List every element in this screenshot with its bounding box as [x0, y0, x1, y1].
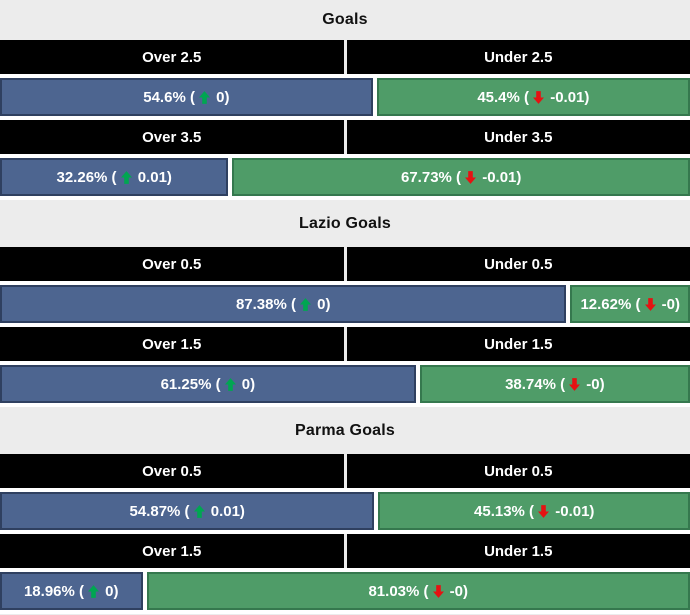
market-header-row: Over 0.5 Under 0.5: [0, 454, 690, 488]
probability-bar-row: 54.87% ( 0.01) 45.13% ( -0.01): [0, 488, 690, 534]
probability-bar-row: 87.38% ( 0) 12.62% ( -0): [0, 281, 690, 327]
market-header-row: Over 2.5 Under 2.5: [0, 40, 690, 74]
under-header: Under 0.5: [346, 454, 690, 488]
bar-label-change: -0): [445, 582, 469, 600]
trend-down-icon: [538, 504, 550, 518]
probability-bar-row: 54.6% ( 0) 45.4% ( -0.01): [0, 74, 690, 120]
bar-label-change: -0.01): [546, 88, 590, 106]
over-bar: 61.25% ( 0): [0, 365, 416, 403]
trend-down-icon: [533, 90, 545, 104]
market-header-row: Over 1.5 Under 1.5: [0, 534, 690, 568]
market-header-row: Over 1.5 Under 1.5: [0, 327, 690, 361]
trend-up-icon: [198, 90, 210, 104]
under-header: Under 3.5: [346, 120, 690, 154]
trend-down-icon: [465, 170, 477, 184]
trend-down-icon: [432, 584, 444, 598]
under-bar: 45.13% ( -0.01): [378, 492, 690, 530]
bar-label-value: 61.25% (: [160, 375, 221, 393]
probability-bar-row: 32.26% ( 0.01) 67.73% ( -0.01): [0, 154, 690, 200]
section-title-parma-goals: Parma Goals: [294, 421, 396, 439]
bar-label-change: 0.01): [206, 502, 245, 520]
over-header: Over 2.5: [0, 40, 344, 74]
bar-label-change: 0.01): [133, 168, 172, 186]
over-header: Over 0.5: [0, 247, 344, 281]
bar-label-change: 0): [237, 375, 256, 393]
bar-label-value: 18.96% (: [23, 582, 85, 600]
trend-down-icon: [569, 377, 581, 391]
under-header: Under 1.5: [346, 534, 690, 568]
bar-label-change: -0.01): [551, 502, 595, 520]
section-title-goals: Goals: [322, 11, 368, 28]
bar-label-value: 67.73% (: [401, 168, 462, 186]
over-header: Over 0.5: [0, 454, 344, 488]
bar-label-value: 87.38% (: [235, 295, 296, 313]
under-header: Under 0.5: [346, 247, 690, 281]
bar-label-change: 0): [312, 295, 331, 313]
over-header: Over 1.5: [0, 327, 344, 361]
bar-label-change: 0): [101, 582, 119, 600]
over-bar: 32.26% ( 0.01): [0, 158, 229, 196]
bar-label-value: 45.13% (: [474, 502, 535, 520]
under-bar: 67.73% ( -0.01): [232, 158, 690, 196]
under-bar: 12.62% ( -0): [570, 285, 690, 323]
under-bar: 38.74% ( -0): [419, 365, 690, 403]
probability-bar-row: 18.96% ( 0) 81.03% ( -0): [0, 568, 690, 614]
bar-label-change: -0.01): [478, 168, 522, 186]
bar-label-value: 45.4% (: [477, 88, 530, 106]
bar-label-change: -0): [657, 295, 680, 313]
over-bar: 54.6% ( 0): [0, 78, 373, 116]
bar-label-value: 38.74% (: [505, 375, 566, 393]
trend-up-icon: [299, 297, 311, 311]
bar-label-value: 81.03% (: [368, 582, 429, 600]
over-bar: 18.96% ( 0): [0, 572, 143, 610]
bar-label-change: -0): [582, 375, 605, 393]
under-header: Under 1.5: [346, 327, 690, 361]
over-bar: 87.38% ( 0): [0, 285, 567, 323]
section-title-lazio-goals: Lazio Goals: [299, 214, 391, 232]
market-header-row: Over 3.5 Under 3.5: [0, 120, 690, 154]
under-bar: 45.4% ( -0.01): [376, 78, 690, 116]
over-header: Over 3.5: [0, 120, 344, 154]
trend-up-icon: [193, 504, 205, 518]
trend-down-icon: [644, 297, 656, 311]
probability-bar-row: 61.25% ( 0) 38.74% ( -0): [0, 361, 690, 407]
trend-up-icon: [120, 170, 132, 184]
bar-label-value: 54.87% (: [129, 502, 190, 520]
trend-up-icon: [224, 377, 236, 391]
bar-label-value: 12.62% (: [580, 295, 641, 313]
under-bar: 81.03% ( -0): [146, 572, 690, 610]
market-header-row: Over 0.5 Under 0.5: [0, 247, 690, 281]
bar-label-value: 32.26% (: [56, 168, 117, 186]
bar-label-change: 0): [211, 88, 230, 106]
over-bar: 54.87% ( 0.01): [0, 492, 375, 530]
bar-label-value: 54.6% (: [143, 88, 195, 106]
over-header: Over 1.5: [0, 534, 344, 568]
under-header: Under 2.5: [346, 40, 690, 74]
trend-up-icon: [88, 584, 100, 598]
